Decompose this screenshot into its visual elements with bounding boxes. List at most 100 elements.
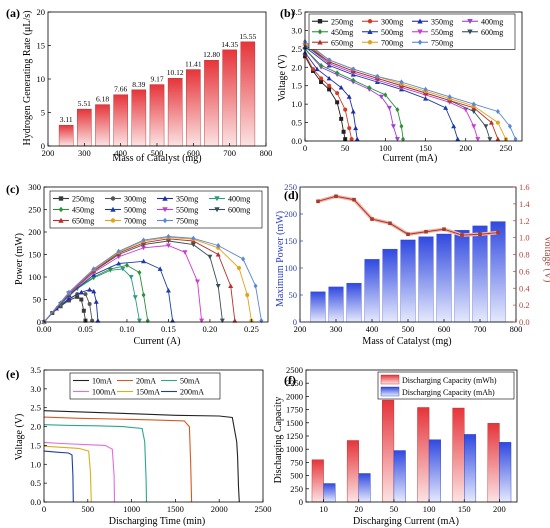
data-point (91, 266, 96, 272)
data-point (137, 269, 142, 276)
data-label: 12.80 (203, 50, 220, 59)
y-tick-label: 200 (284, 209, 297, 219)
data-point (215, 252, 221, 257)
data-label: 3.11 (60, 115, 73, 124)
data-point (496, 230, 500, 235)
y-tick-label: 2.0 (30, 422, 41, 432)
data-point (417, 39, 423, 46)
data-point (341, 129, 346, 134)
data-point (214, 196, 220, 202)
data-point (214, 207, 220, 213)
x-tick-label: 700 (474, 324, 487, 334)
data-point (124, 262, 129, 268)
data-point (316, 199, 320, 204)
legend-label: 300mg (381, 17, 403, 26)
y-tick-label: 0.4 (519, 283, 530, 293)
data-point (353, 125, 359, 131)
bar (310, 291, 326, 323)
data-point (162, 207, 168, 213)
data-point (314, 66, 320, 72)
data-point (399, 79, 404, 85)
data-label: 8.39 (132, 80, 145, 89)
y-tick-label: 0 (41, 141, 45, 151)
panel-d-y2label: Voltage (V) (542, 236, 550, 283)
legend-box (69, 372, 221, 400)
series-line (43, 445, 92, 503)
data-point (327, 83, 332, 88)
series-line (304, 48, 404, 140)
data-label: 9.17 (150, 75, 163, 84)
y-tick-label: 100 (28, 272, 41, 282)
y-tick-label: 0.8 (519, 250, 530, 260)
x-tick-label: 0.15 (161, 324, 176, 334)
voltage-line (317, 195, 499, 236)
legend-swatch (380, 386, 400, 397)
data-point (388, 221, 392, 226)
x-tick-label: 700 (223, 148, 236, 158)
data-point (128, 275, 134, 280)
x-tick-label: 0.25 (244, 324, 259, 334)
y-tick-label: 1.0 (519, 233, 530, 243)
y-tick-label: 1.2 (519, 216, 530, 226)
data-point (141, 245, 147, 251)
bar (428, 439, 441, 503)
panel-b-xlabel: Current (mA) (383, 153, 438, 164)
y-tick-label: 150 (28, 250, 41, 260)
data-point (335, 100, 340, 105)
voltage-line-glow (317, 194, 499, 237)
data-point (108, 266, 113, 272)
x-tick-label: 100 (423, 504, 436, 514)
y-tick-label: 2.0 (291, 62, 302, 72)
bar (240, 41, 256, 147)
x-tick-label: 20 (355, 504, 364, 514)
x-tick-label: 50 (390, 504, 399, 514)
data-point (165, 243, 171, 248)
series-line (43, 441, 116, 503)
x-tick-label: 200 (493, 504, 506, 514)
data-point (116, 261, 122, 266)
series-line (43, 410, 240, 503)
x-tick-label: 1500 (167, 504, 184, 514)
legend-label: 350mg (431, 17, 453, 26)
data-point (317, 19, 323, 24)
panel-d-label: (d) (284, 188, 299, 202)
x-tick-label: 2500 (255, 504, 272, 514)
y-tick-label: 3.5 (291, 7, 302, 17)
data-point (367, 84, 372, 91)
data-point (351, 66, 356, 72)
legend-label: 450mg (331, 28, 353, 37)
data-point (443, 105, 449, 110)
data-label: 11.41 (185, 60, 202, 69)
panel-b-frame (304, 11, 523, 142)
series-line (43, 236, 252, 323)
y-tick-label: 750 (290, 457, 303, 467)
data-point (417, 18, 423, 24)
panel-a-xlabel: Mass of Catalyst (mg) (112, 153, 201, 164)
x-tick-label: 300 (78, 148, 91, 158)
series-line (43, 245, 203, 323)
data-point (390, 124, 396, 129)
data-point (394, 137, 400, 142)
bar (364, 259, 380, 323)
x-tick-label: 2000 (211, 504, 228, 514)
data-point (483, 124, 489, 129)
bar (204, 60, 219, 147)
bar (186, 69, 201, 147)
data-point (93, 299, 99, 304)
y-tick-label: 100 (284, 263, 297, 273)
panel-f-ylabel: Discharging Capacity (273, 397, 284, 484)
data-point (460, 233, 464, 237)
bar (346, 440, 359, 503)
y-tick-label: 0 (299, 497, 303, 507)
data-point (350, 109, 356, 114)
data-point (191, 235, 196, 241)
data-point (423, 96, 429, 101)
data-point (401, 136, 406, 142)
y-tick-label: 0.0 (30, 497, 41, 507)
data-point (236, 266, 241, 270)
y-tick-label: 250 (28, 205, 41, 215)
legend-label: 350mg (176, 195, 198, 204)
data-point (424, 229, 428, 234)
y-tick-label: 2.5 (291, 44, 302, 54)
panel-d: (d) 200 300 400 500 600 700 800 0 50 100 150 200 250… (275, 182, 550, 347)
